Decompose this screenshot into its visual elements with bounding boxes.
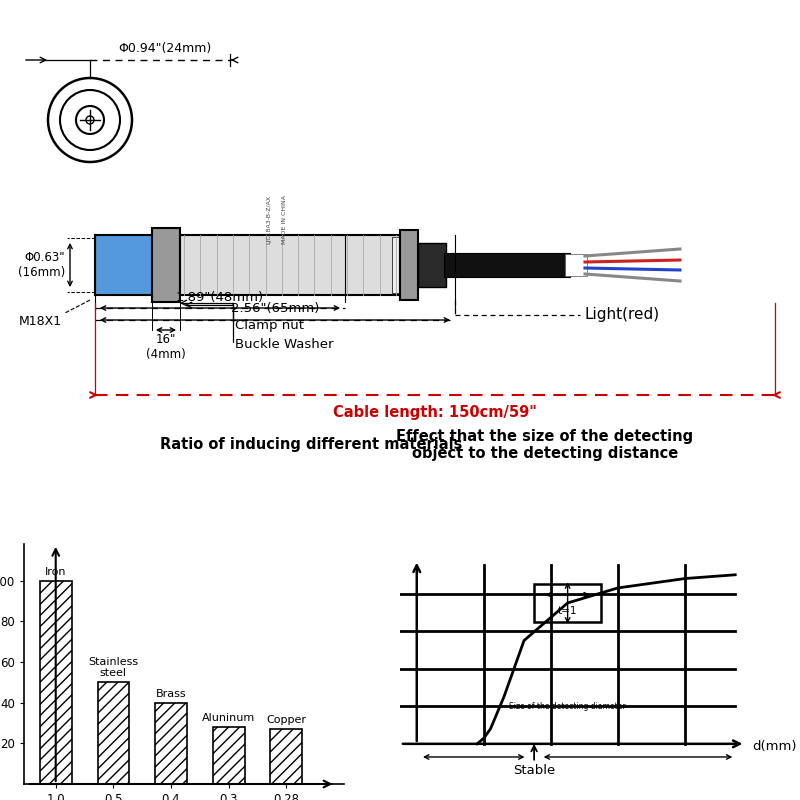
Text: Brass: Brass [156,689,186,698]
Text: t=1: t=1 [558,606,578,616]
Text: Buckle Washer: Buckle Washer [235,338,334,351]
Bar [534,584,601,622]
Bar [152,228,180,302]
Text: LJC18A3-B-Z/AX: LJC18A3-B-Z/AX [266,195,271,244]
Text: Φ0.94"(24mm): Φ0.94"(24mm) [118,42,212,55]
Bar [444,253,570,277]
Bar [155,702,187,784]
Bar [98,682,130,784]
Bar [400,230,418,300]
Text: MADE IN CHINA: MADE IN CHINA [282,195,286,244]
Text: 1.89"(48mm): 1.89"(48mm) [176,291,264,304]
Text: Φ0.63"
(16mm): Φ0.63" (16mm) [18,251,65,279]
Bar [270,729,302,784]
Text: 2.56"(65mm): 2.56"(65mm) [231,302,319,315]
Text: Light(red): Light(red) [585,307,660,322]
Text: Clamp nut: Clamp nut [235,318,304,331]
Text: Iron: Iron [45,566,66,577]
Bar [392,237,400,293]
Bar [418,243,446,287]
Bar [95,235,160,295]
Text: Aluninum: Aluninum [202,713,255,723]
Text: Size of the detecting diameter: Size of the detecting diameter [510,702,626,710]
Bar [213,727,245,784]
Text: Cable length: 150cm/59": Cable length: 150cm/59" [333,405,537,420]
Text: d(mm): d(mm) [752,740,797,753]
Text: Stable: Stable [513,765,555,778]
Text: Stainless
steel: Stainless steel [88,657,138,678]
Bar [565,254,587,276]
Text: Copper: Copper [266,715,306,725]
Bar [180,235,400,295]
Text: 16"
(4mm): 16" (4mm) [146,333,186,361]
Bar [40,581,71,784]
Text: M18X1: M18X1 [19,315,62,328]
Text: Ratio of inducing different materials: Ratio of inducing different materials [160,438,462,453]
Text: Effect that the size of the detecting
object to the detecting distance: Effect that the size of the detecting ob… [397,429,694,461]
